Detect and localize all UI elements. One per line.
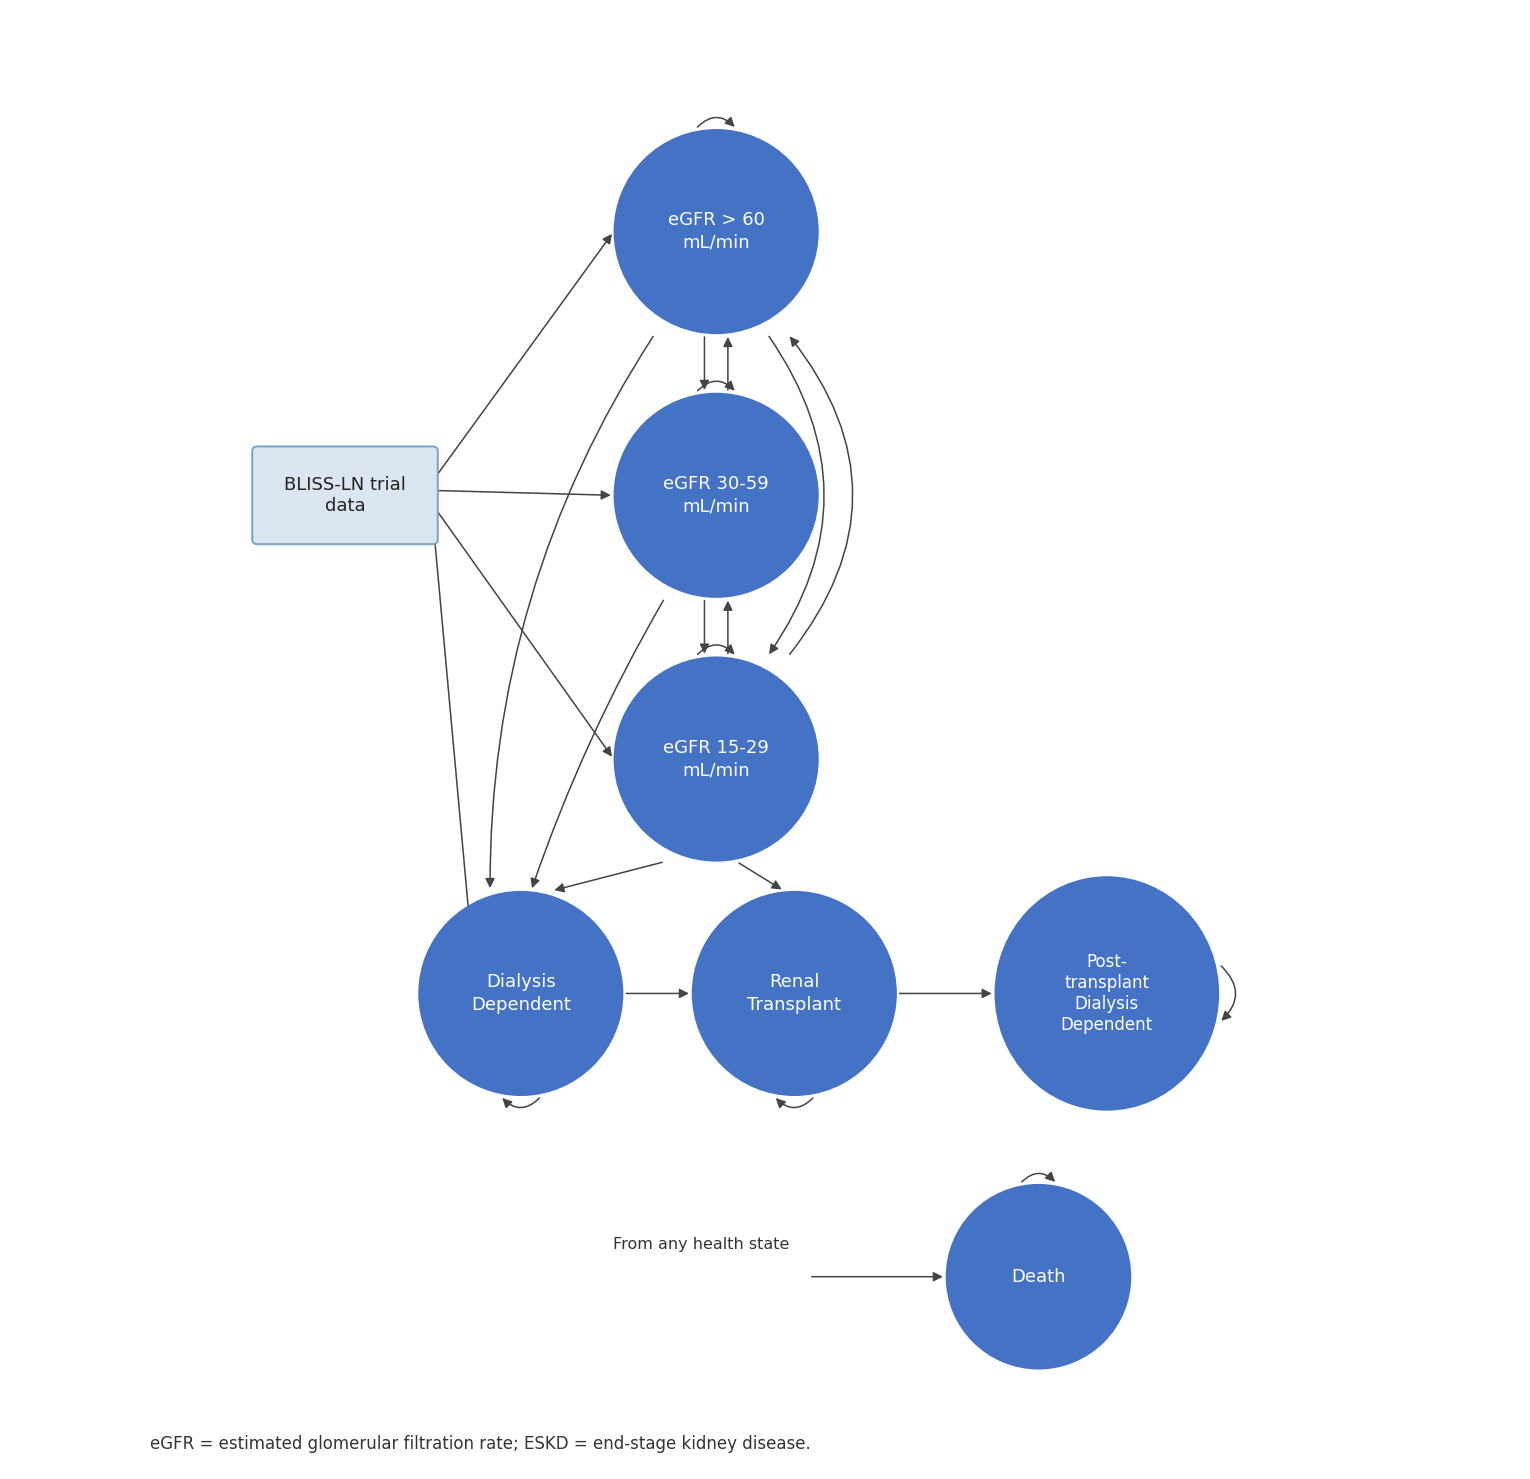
Text: BLISS-LN trial
data: BLISS-LN trial data [285, 476, 405, 515]
Text: From any health state: From any health state [614, 1238, 789, 1253]
Text: Death: Death [1011, 1268, 1066, 1285]
FancyBboxPatch shape [252, 447, 438, 544]
Ellipse shape [946, 1183, 1131, 1370]
Text: Renal
Transplant: Renal Transplant [747, 973, 842, 1013]
Ellipse shape [418, 890, 623, 1096]
Text: Dialysis
Dependent: Dialysis Dependent [471, 973, 571, 1013]
Text: Post-
transplant
Dialysis
Dependent: Post- transplant Dialysis Dependent [1060, 954, 1154, 1034]
Ellipse shape [614, 129, 819, 334]
Text: eGFR > 60
mL/min: eGFR > 60 mL/min [667, 211, 765, 251]
Text: eGFR 15-29
mL/min: eGFR 15-29 mL/min [662, 740, 770, 779]
Ellipse shape [614, 657, 819, 862]
Ellipse shape [994, 876, 1219, 1111]
Ellipse shape [692, 890, 897, 1096]
Ellipse shape [614, 393, 819, 598]
Text: eGFR = estimated glomerular filtration rate; ESKD = end-stage kidney disease.: eGFR = estimated glomerular filtration r… [150, 1435, 811, 1452]
Text: eGFR 30-59
mL/min: eGFR 30-59 mL/min [664, 475, 770, 515]
